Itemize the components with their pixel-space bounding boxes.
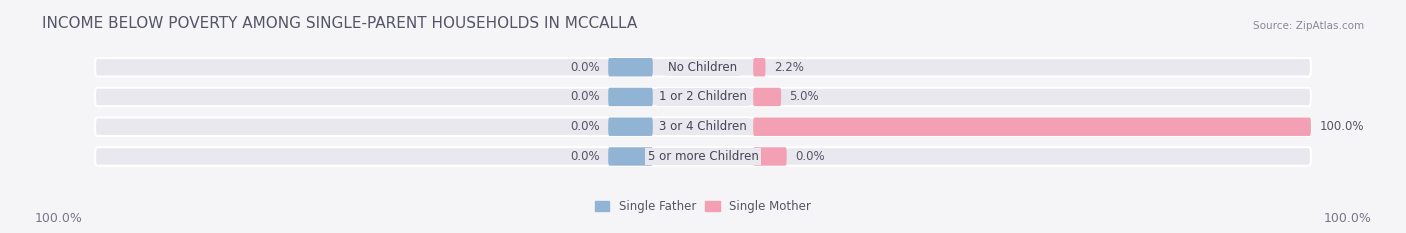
- Text: 5 or more Children: 5 or more Children: [648, 150, 758, 163]
- Text: 0.0%: 0.0%: [794, 150, 825, 163]
- Text: 5.0%: 5.0%: [789, 90, 820, 103]
- FancyBboxPatch shape: [96, 147, 1310, 166]
- Text: 0.0%: 0.0%: [571, 61, 600, 74]
- FancyBboxPatch shape: [609, 58, 652, 76]
- FancyBboxPatch shape: [754, 58, 765, 76]
- Text: 100.0%: 100.0%: [35, 212, 83, 226]
- Text: No Children: No Children: [668, 61, 738, 74]
- Text: 0.0%: 0.0%: [571, 90, 600, 103]
- Text: Source: ZipAtlas.com: Source: ZipAtlas.com: [1253, 21, 1364, 31]
- FancyBboxPatch shape: [754, 147, 787, 166]
- FancyBboxPatch shape: [609, 147, 652, 166]
- Text: 1 or 2 Children: 1 or 2 Children: [659, 90, 747, 103]
- FancyBboxPatch shape: [754, 88, 782, 106]
- FancyBboxPatch shape: [96, 88, 1310, 106]
- Text: 2.2%: 2.2%: [773, 61, 804, 74]
- FancyBboxPatch shape: [96, 58, 1310, 76]
- Legend: Single Father, Single Mother: Single Father, Single Mother: [591, 195, 815, 218]
- Text: 100.0%: 100.0%: [1323, 212, 1371, 226]
- FancyBboxPatch shape: [96, 117, 1310, 136]
- Text: INCOME BELOW POVERTY AMONG SINGLE-PARENT HOUSEHOLDS IN MCCALLA: INCOME BELOW POVERTY AMONG SINGLE-PARENT…: [42, 16, 637, 31]
- Text: 0.0%: 0.0%: [571, 150, 600, 163]
- FancyBboxPatch shape: [609, 117, 652, 136]
- FancyBboxPatch shape: [609, 88, 652, 106]
- Text: 3 or 4 Children: 3 or 4 Children: [659, 120, 747, 133]
- FancyBboxPatch shape: [754, 117, 1310, 136]
- Text: 0.0%: 0.0%: [571, 120, 600, 133]
- Text: 100.0%: 100.0%: [1319, 120, 1364, 133]
